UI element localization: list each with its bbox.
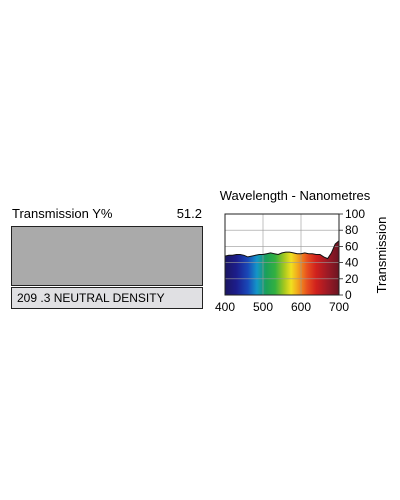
y-tick-label: 0 — [345, 288, 352, 302]
x-tick-label: 700 — [329, 300, 349, 314]
y-tick-label: 80 — [345, 223, 359, 237]
filter-name: 209 .3 NEUTRAL DENSITY — [11, 287, 203, 309]
x-tick-label: 400 — [215, 300, 235, 314]
y-tick-label: 100 — [345, 207, 365, 221]
filter-color-swatch — [11, 226, 203, 286]
transmission-value: 51.2 — [176, 206, 202, 221]
transmission-label: Transmission Y% — [12, 206, 113, 221]
y-axis-label: Transmission — [374, 217, 389, 294]
y-tick-label: 60 — [345, 239, 359, 253]
transmission-curve — [224, 240, 340, 260]
x-tick-label: 600 — [291, 300, 311, 314]
y-tick-label: 40 — [345, 256, 359, 270]
y-tick-label: 20 — [345, 272, 359, 286]
x-tick-label: 500 — [253, 300, 273, 314]
plot-frame — [224, 213, 340, 296]
chart-title: Wavelength - Nanometres — [220, 188, 371, 203]
transmission-header: Transmission Y% 51.2 — [12, 206, 202, 224]
